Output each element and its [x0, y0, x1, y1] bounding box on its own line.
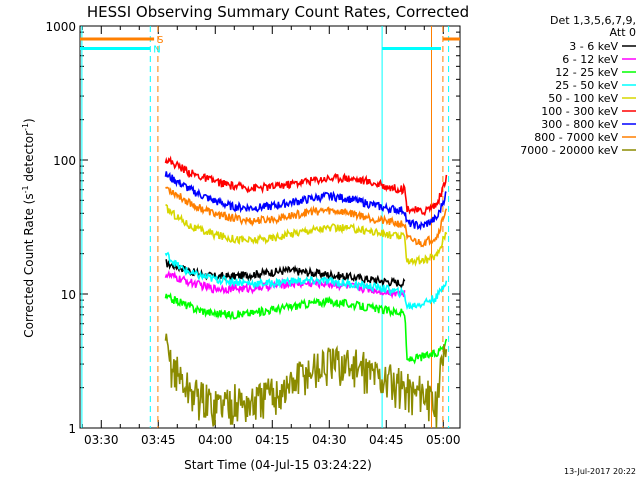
- y-tick-label: 1000: [45, 20, 76, 34]
- legend-entry: 800 - 7000 keV: [534, 131, 618, 144]
- legend-entry: 6 - 12 keV: [562, 53, 618, 66]
- legend-entry: 100 - 300 keV: [541, 105, 618, 118]
- y-tick-label: 1: [68, 422, 76, 436]
- series-line: [165, 204, 448, 267]
- x-tick-label: 04:00: [198, 433, 233, 447]
- legend-entry: 50 - 100 keV: [548, 92, 618, 105]
- legend-entry: 12 - 25 keV: [555, 66, 618, 79]
- y-tick-label: 100: [53, 154, 76, 168]
- y-axis-label: Corrected Count Rate (s-1 detector-1): [21, 118, 36, 337]
- series-line: [164, 171, 447, 231]
- series-line: [164, 333, 448, 428]
- legend-header: Att 0: [610, 26, 636, 39]
- plot-frame: [79, 25, 461, 429]
- x-tick-label: 04:15: [255, 433, 290, 447]
- flag-label: S: [157, 35, 163, 46]
- plot-area: 1 10 100 1000 03:30 03:45 04:00 04:15 04:30 04:45…: [45, 20, 460, 447]
- x-tick-label: 05:00: [426, 433, 461, 447]
- legend-header: Det 1,3,5,6,7,9,: [550, 14, 636, 27]
- legend-entry: 7000 - 20000 keV: [520, 144, 618, 157]
- x-tick-label: 03:45: [141, 433, 176, 447]
- x-axis-label: Start Time (04-Jul-15 03:24:22): [184, 458, 372, 472]
- x-tick-label: 04:45: [369, 433, 404, 447]
- chart-title: HESSI Observing Summary Count Rates, Cor…: [87, 3, 469, 21]
- x-tick-label: 03:30: [84, 433, 119, 447]
- legend-entry: 300 - 800 keV: [541, 118, 618, 131]
- legend-entry: 3 - 6 keV: [569, 40, 618, 53]
- series-line: [164, 292, 448, 365]
- legend-entry: 25 - 50 keV: [555, 79, 618, 92]
- x-tick-label: 04:30: [312, 433, 347, 447]
- y-tick-label: 10: [61, 288, 76, 302]
- flag-label: N: [153, 44, 160, 55]
- data-layer: SN: [80, 26, 460, 428]
- series-line: [164, 155, 448, 217]
- timestamp-footer: 13-Jul-2017 20:22: [564, 467, 636, 476]
- series-line: [165, 186, 448, 248]
- series-line: [164, 251, 448, 311]
